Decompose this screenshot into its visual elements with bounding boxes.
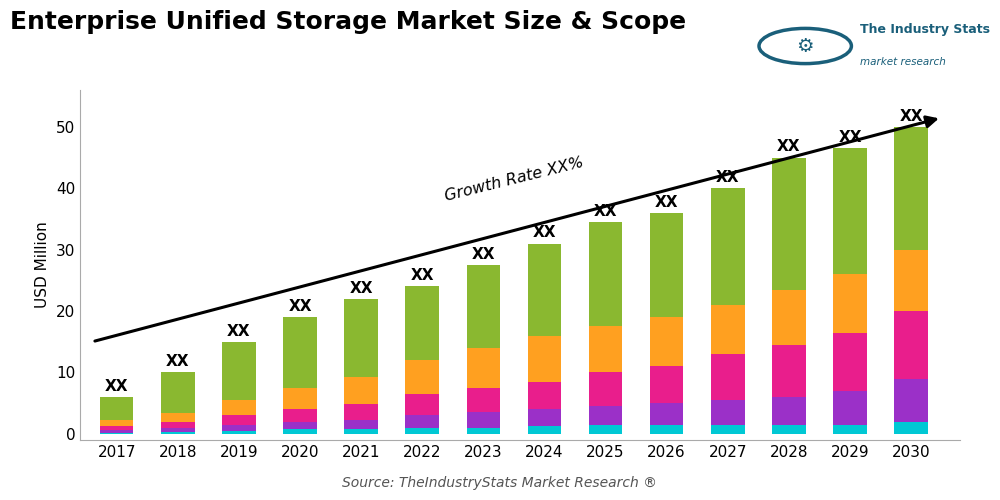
Bar [222, 342, 256, 400]
Bar [405, 394, 439, 415]
Bar [772, 345, 806, 397]
Bar [894, 422, 928, 434]
Bar [772, 290, 806, 345]
Bar [467, 265, 500, 348]
Bar [589, 406, 622, 424]
Bar [772, 424, 806, 434]
Bar [894, 250, 928, 311]
Text: XX: XX [349, 280, 373, 295]
Bar [650, 317, 683, 366]
Bar [344, 377, 378, 404]
Bar [344, 404, 378, 419]
Bar [650, 366, 683, 403]
Bar [161, 413, 195, 422]
Text: XX: XX [777, 140, 801, 154]
Text: XX: XX [166, 354, 190, 370]
Text: XX: XX [410, 268, 434, 283]
Bar [161, 428, 195, 432]
Bar [100, 426, 133, 430]
Bar [100, 430, 133, 432]
Bar [833, 274, 867, 332]
Y-axis label: USD Million: USD Million [35, 222, 50, 308]
Bar [467, 412, 500, 428]
Bar [161, 372, 195, 413]
Bar [344, 420, 378, 429]
Bar [405, 360, 439, 394]
Bar [711, 305, 745, 354]
Bar [772, 397, 806, 424]
Bar [222, 424, 256, 431]
Bar [528, 382, 561, 409]
Bar [650, 424, 683, 434]
Text: XX: XX [655, 194, 678, 210]
Bar [589, 424, 622, 434]
Bar [283, 429, 317, 434]
Text: XX: XX [227, 324, 251, 338]
Bar [833, 391, 867, 424]
Bar [467, 388, 500, 412]
Text: XX: XX [899, 109, 923, 124]
Bar [222, 416, 256, 424]
Bar [467, 428, 500, 434]
Bar [222, 400, 256, 415]
Text: XX: XX [594, 204, 617, 219]
Bar [528, 426, 561, 434]
Bar [589, 326, 622, 372]
Bar [894, 311, 928, 378]
Text: The Industry Stats: The Industry Stats [860, 24, 990, 36]
Bar [100, 397, 133, 419]
Bar [528, 336, 561, 382]
Bar [711, 424, 745, 434]
Bar [344, 429, 378, 434]
Bar [711, 188, 745, 305]
Bar [833, 424, 867, 434]
Bar [161, 432, 195, 434]
Text: Growth Rate XX%: Growth Rate XX% [443, 154, 585, 204]
Bar [711, 354, 745, 400]
Text: Enterprise Unified Storage Market Size & Scope: Enterprise Unified Storage Market Size &… [10, 10, 686, 34]
Bar [833, 148, 867, 274]
Bar [772, 158, 806, 290]
Text: XX: XX [716, 170, 740, 185]
Bar [283, 410, 317, 422]
Bar [650, 403, 683, 424]
Bar [405, 428, 439, 434]
Bar [833, 332, 867, 391]
Bar [222, 431, 256, 434]
Bar [467, 348, 500, 388]
Bar [344, 299, 378, 377]
Text: XX: XX [105, 379, 128, 394]
Text: market research: market research [860, 57, 946, 67]
Text: Source: TheIndustryStats Market Research ®: Source: TheIndustryStats Market Research… [342, 476, 658, 490]
Bar [711, 400, 745, 424]
Bar [894, 127, 928, 250]
Text: XX: XX [838, 130, 862, 146]
Bar [650, 213, 683, 317]
Bar [100, 420, 133, 426]
Bar [528, 244, 561, 336]
Bar [405, 286, 439, 360]
Bar [589, 372, 622, 406]
Bar [283, 388, 317, 409]
Bar [161, 422, 195, 428]
Bar [405, 416, 439, 428]
Bar [894, 378, 928, 422]
Bar [283, 422, 317, 429]
Text: XX: XX [288, 299, 312, 314]
Text: XX: XX [533, 226, 556, 240]
Bar [283, 317, 317, 388]
Bar [589, 222, 622, 326]
Bar [528, 410, 561, 426]
Text: ⚙: ⚙ [796, 36, 814, 56]
Text: XX: XX [472, 247, 495, 262]
Bar [100, 432, 133, 434]
